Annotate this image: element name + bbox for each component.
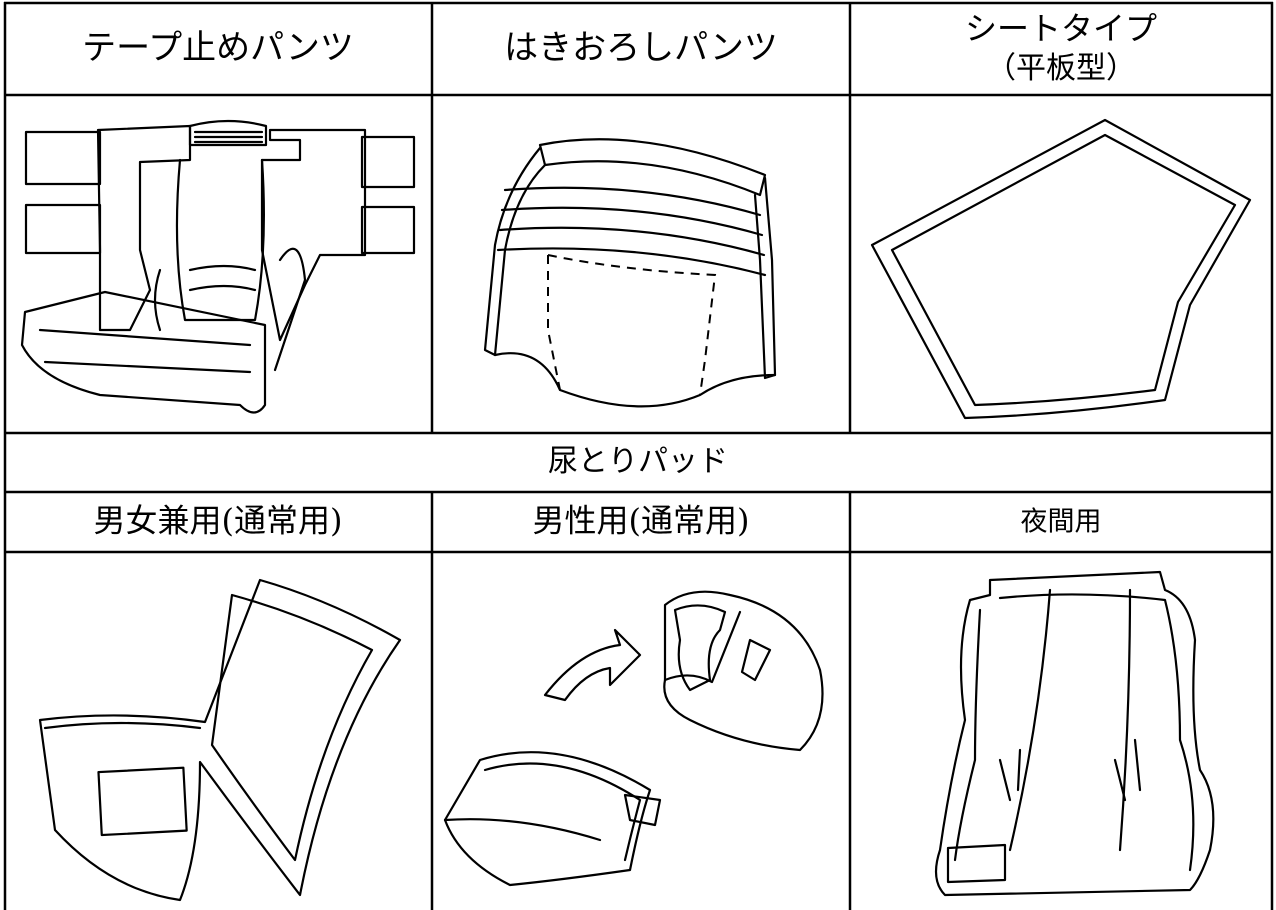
pad-header: 男性用(通常用) <box>533 502 750 540</box>
tape-diaper-illustration <box>20 119 416 414</box>
header-cell: はきおろしパンツ <box>504 28 778 68</box>
pad-header: 男女兼用(通常用) <box>94 502 343 540</box>
pad-header: 夜間用 <box>1021 507 1102 538</box>
pants-illustration <box>483 138 777 408</box>
sheet-illustration <box>870 118 1252 420</box>
night-pad-illustration <box>934 570 1215 897</box>
male-pad-illustration <box>443 590 824 887</box>
section-title: 尿とりパッド <box>548 444 728 479</box>
header-note: （平板型） <box>986 51 1136 86</box>
unisex-pad-illustration <box>38 578 402 902</box>
header-cell: テープ止めパンツ <box>82 28 354 68</box>
table-grid <box>3 1 1274 910</box>
header-cell: シートタイプ <box>965 10 1157 48</box>
